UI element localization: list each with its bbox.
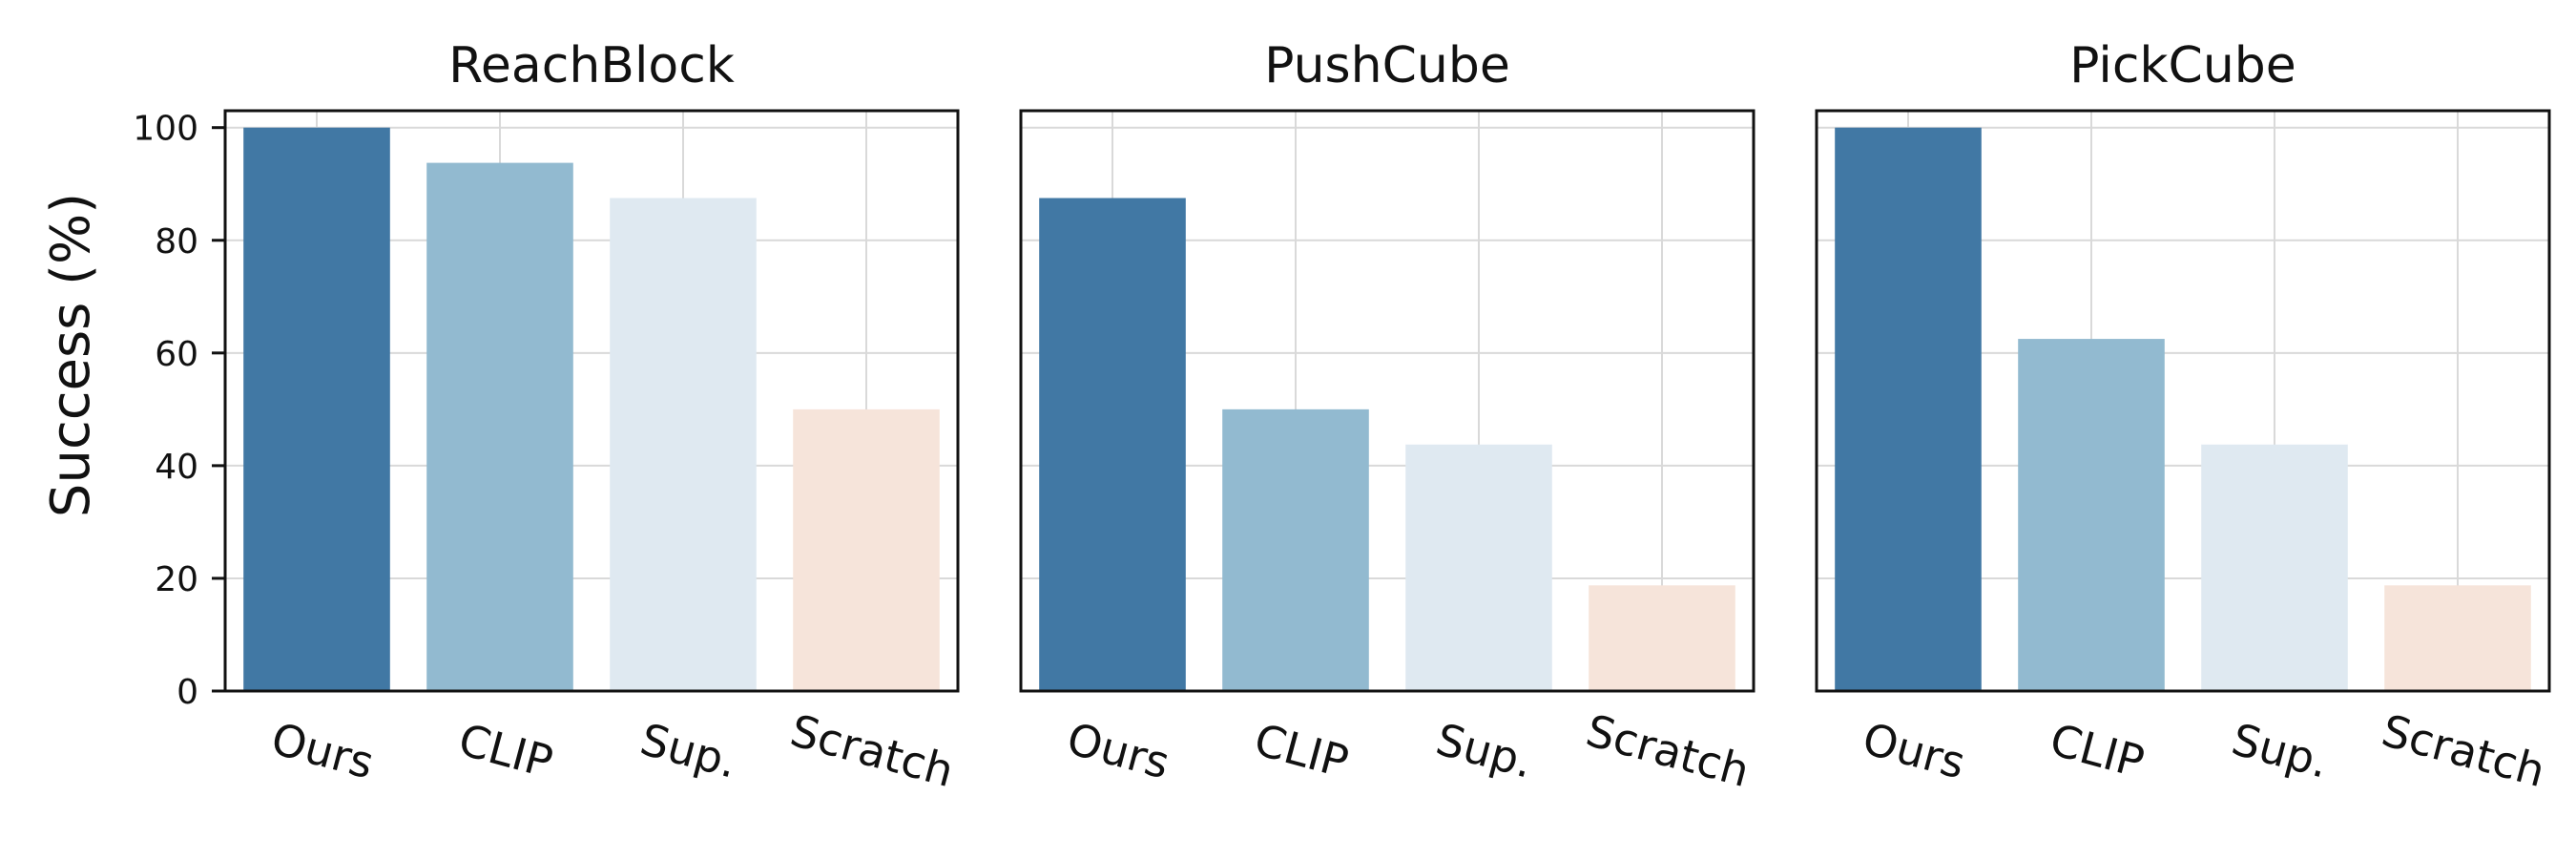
chart-panels: ReachBlock 0 20 40 60 80 100 Ours CLIP Sup. Scratc… [133,37,2551,797]
panel-title: PickCube [2069,37,2296,94]
bar-clip [426,162,573,692]
panel-pushcube: PushCube Ours CLIP Sup. Scratch [1019,37,1755,797]
plot-frame [223,109,960,693]
x-tick-label: Ours [1062,712,1175,788]
panel-reachblock: ReachBlock 0 20 40 60 80 100 Ours CLIP Sup. Scratc… [133,37,960,797]
bar-ours [243,127,390,691]
panel-pickcube: PickCube Ours CLIP Sup. Scratch [1815,37,2551,797]
bar-sup [610,198,757,692]
bar-scratch [793,409,940,691]
x-tick-label: Sup. [2227,713,2335,788]
bar-clip [1222,409,1369,691]
panel-title: PushCube [1264,37,1510,94]
bar-ours [1835,127,1982,691]
x-tick-label: CLIP [2045,714,2150,788]
bar-scratch [2384,585,2531,691]
bar-sup [2201,444,2348,691]
x-tick-label: Scratch [785,704,959,797]
y-tick-label: 0 [177,673,198,712]
panel-title: ReachBlock [448,37,735,94]
y-tick-label: 20 [155,560,198,599]
plot-frame [1019,109,1755,693]
x-tick-label: CLIP [1249,714,1354,788]
bar-ours [1039,198,1186,692]
y-tick-label: 60 [155,335,198,374]
plot-frame [1815,109,2551,693]
x-tick-label: CLIP [453,714,558,788]
y-tick-label: 80 [155,222,198,262]
x-tick-label: Ours [266,712,380,788]
bar-scratch [1589,585,1735,691]
x-tick-label: Scratch [1581,704,1755,797]
y-axis-label: Success (%) [40,193,102,517]
x-tick-label: Sup. [1431,713,1539,788]
x-tick-label: Scratch [2377,704,2550,797]
x-tick-label: Sup. [635,713,743,788]
y-tick-label: 100 [133,110,198,149]
bar-clip [2018,339,2165,691]
x-tick-label: Ours [1858,712,1971,788]
bar-sup [1405,444,1552,691]
y-tick-label: 40 [155,448,198,487]
